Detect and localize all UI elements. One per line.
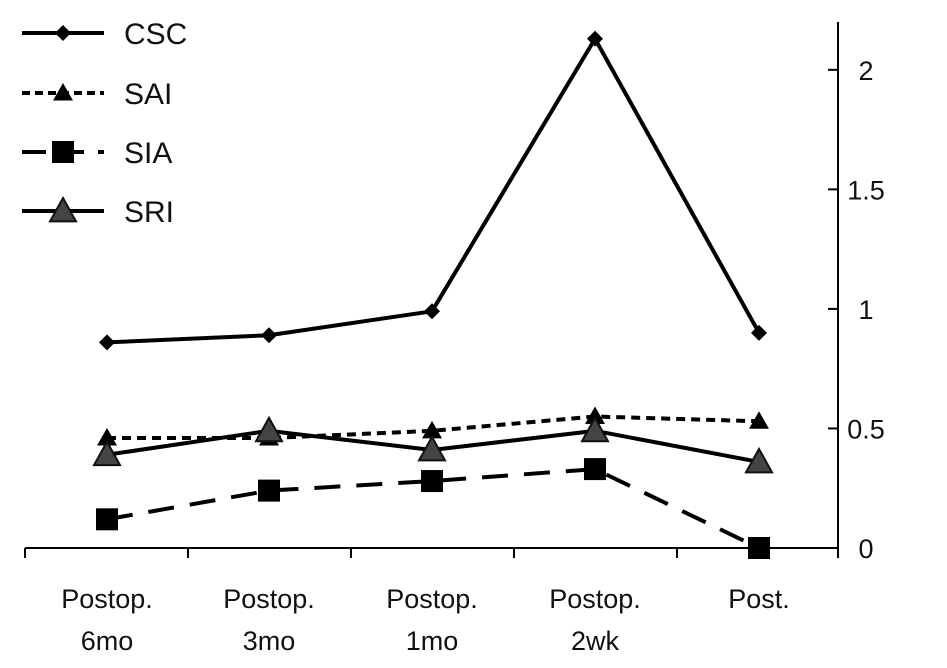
legend-label: SAI bbox=[124, 78, 172, 111]
marker-sia bbox=[748, 537, 770, 559]
axes bbox=[25, 22, 839, 549]
x-tick-label: 2wk bbox=[571, 626, 620, 656]
series-layer bbox=[92, 30, 774, 559]
x-tick-label: Postop. bbox=[386, 584, 478, 614]
marker-sri bbox=[48, 195, 78, 223]
x-tick-label: 1mo bbox=[406, 626, 459, 656]
legend-label: CSC bbox=[124, 18, 187, 51]
y-ticks: 0 0.5 1 1.5 2 bbox=[828, 56, 885, 564]
marker-sia bbox=[421, 470, 443, 493]
legend-item-sia: SIA bbox=[22, 137, 172, 170]
x-tick-label: Postop. bbox=[61, 584, 153, 614]
y-tick-label: 0 bbox=[858, 534, 873, 564]
legend: CSC SAI SIA SRI bbox=[22, 18, 187, 229]
marker-sia bbox=[96, 508, 118, 531]
marker-csc bbox=[55, 25, 71, 41]
marker-csc bbox=[99, 334, 115, 351]
series-line-sia bbox=[106, 467, 760, 550]
legend-item-sri: SRI bbox=[22, 195, 174, 229]
series-csc bbox=[99, 30, 767, 351]
series-sri bbox=[92, 415, 774, 474]
marker-csc bbox=[424, 303, 440, 320]
y-tick-label: 1.5 bbox=[847, 175, 885, 205]
series-sia bbox=[96, 458, 770, 559]
marker-sri bbox=[580, 415, 610, 443]
legend-label: SIA bbox=[124, 137, 172, 170]
marker-csc bbox=[261, 327, 277, 344]
legend-item-sai: SAI bbox=[22, 78, 172, 111]
y-tick-label: 1 bbox=[858, 295, 873, 325]
series-line-csc bbox=[106, 36, 761, 345]
y-tick-label: 0.5 bbox=[847, 414, 885, 444]
marker-sia bbox=[52, 141, 74, 163]
legend-label: SRI bbox=[124, 196, 174, 229]
x-tick-label: Postop. bbox=[223, 584, 315, 614]
x-tick-label: 6mo bbox=[81, 626, 134, 656]
marker-sri bbox=[417, 434, 447, 462]
marker-sai bbox=[749, 411, 769, 429]
x-tick-label: 3mo bbox=[243, 626, 296, 656]
x-ticks: Postop. 6mo Postop. 3mo Postop. 1mo Postop. 2wk… bbox=[24, 548, 839, 656]
marker-sai bbox=[422, 420, 442, 439]
marker-sri bbox=[744, 446, 774, 474]
marker-csc bbox=[587, 30, 603, 47]
x-tick-label: Postop. bbox=[549, 584, 641, 614]
x-tick-label: Post. bbox=[728, 584, 790, 614]
y-tick-label: 2 bbox=[858, 56, 873, 86]
legend-item-csc: CSC bbox=[22, 18, 187, 51]
marker-sri bbox=[92, 439, 122, 467]
marker-sia bbox=[584, 458, 606, 481]
marker-sri bbox=[254, 415, 284, 443]
marker-sai bbox=[53, 83, 73, 101]
marker-sia bbox=[258, 479, 280, 502]
marker-csc bbox=[751, 324, 767, 341]
marker-sai bbox=[97, 428, 117, 446]
marker-sai bbox=[585, 406, 605, 424]
